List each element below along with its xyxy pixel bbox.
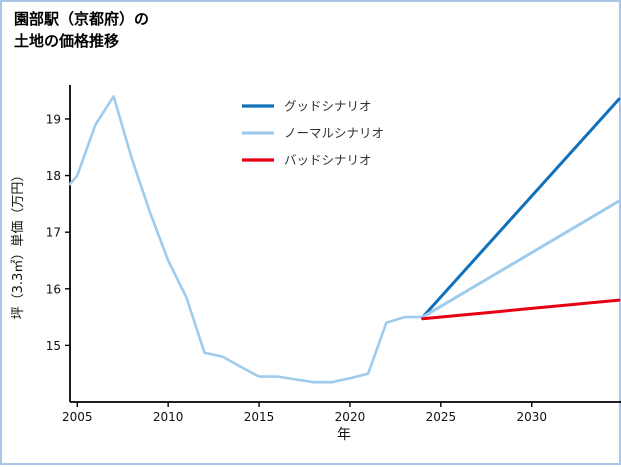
x-tick-label: 2020: [335, 410, 366, 424]
y-axis-label: 坪（3.3㎡）単価（万円）: [10, 169, 26, 320]
legend-label-bad: バッドシナリオ: [284, 153, 372, 168]
y-tick-label: 18: [46, 169, 61, 183]
series-line-bad: [421, 298, 621, 321]
x-tick-label: 2010: [153, 410, 184, 424]
x-tick-label: 2015: [244, 410, 275, 424]
page-title-line1: 園部駅（京都府）の: [14, 10, 150, 28]
x-axis-label: 年: [337, 427, 351, 443]
y-tick-label: 15: [46, 339, 61, 353]
series-line-history: [68, 95, 424, 384]
y-tick-label: 16: [46, 282, 61, 296]
x-tick-label: 2005: [62, 410, 93, 424]
series-line-good: [421, 97, 621, 319]
legend-label-good: グッドシナリオ: [284, 99, 372, 114]
series-line-normal: [421, 199, 621, 319]
y-tick-label: 17: [46, 226, 61, 240]
legend-label-normal: ノーマルシナリオ: [284, 126, 384, 141]
x-tick-label: 2030: [516, 410, 547, 424]
page-title-line2: 土地の価格推移: [14, 32, 120, 50]
x-tick-label: 2025: [426, 410, 457, 424]
page-title: 園部駅（京都府）の 土地の価格推移: [14, 8, 149, 52]
y-tick-label: 19: [46, 112, 61, 126]
